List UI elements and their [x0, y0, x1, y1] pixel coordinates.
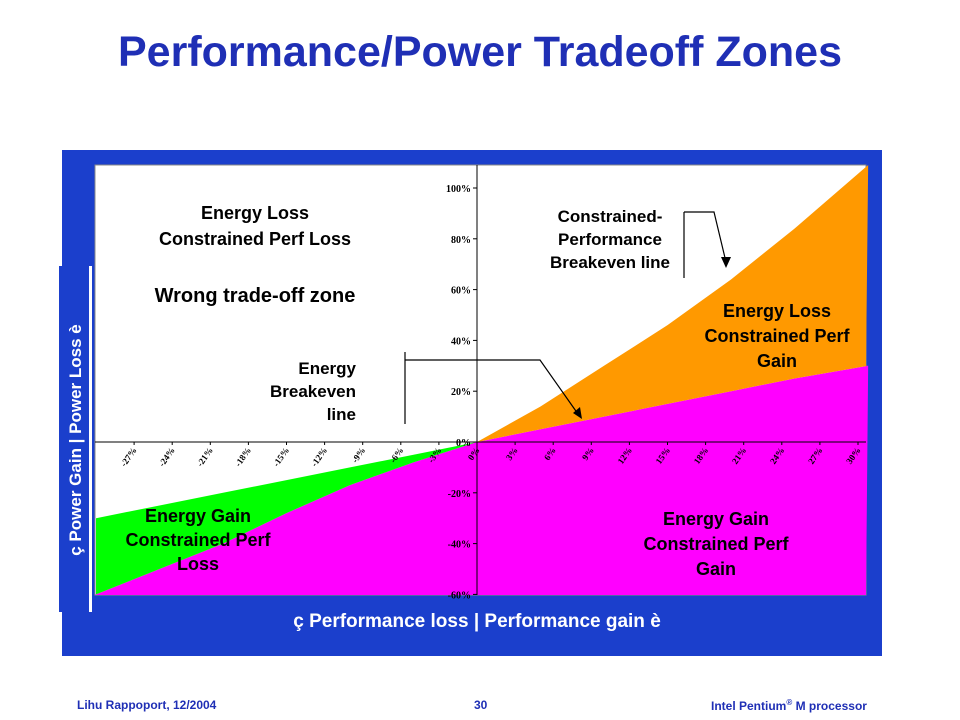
- x-axis-label: ç Performance loss | Performance gain è: [293, 611, 661, 632]
- annotations: Energy Loss Constrained Perf Loss Wrong tr…: [125, 203, 850, 579]
- ylabel-band: [59, 266, 89, 612]
- annotation-green-zone: Constrained Perf: [125, 530, 271, 550]
- annotation-energy-breakeven: line: [327, 405, 356, 424]
- footer-product: Intel Pentium® M processor: [711, 698, 867, 713]
- orange-zone: [477, 165, 869, 442]
- y-tick-label: -40%: [448, 540, 471, 551]
- page-title: Performance/Power Tradeoff Zones: [117, 28, 843, 76]
- y-tick-label: 0%: [456, 438, 471, 449]
- y-tick-label: 60%: [451, 286, 471, 297]
- annotation-top-left: Constrained Perf Loss: [159, 229, 351, 249]
- y-tick-label: 20%: [451, 387, 471, 398]
- axes: [95, 165, 866, 595]
- zone-fills: [95, 165, 869, 595]
- tick-labels: 100%80%60%40%20%0%-20%-40%-60%-27% -24% -2…: [119, 184, 863, 601]
- constrained-callout-line: [684, 211, 727, 263]
- callouts: [404, 211, 731, 424]
- page-number: 30: [474, 698, 488, 712]
- annotation-orange-zone: Constrained Perf: [704, 326, 850, 346]
- footer-product-suffix: M processor: [792, 699, 867, 713]
- annotation-energy-breakeven: Energy: [298, 359, 356, 378]
- energy-callout-line: [405, 359, 579, 415]
- annotation-orange-zone: Energy Loss: [723, 301, 831, 321]
- constrained-callout-arrow: [721, 257, 731, 268]
- energy-callout-arrow: [573, 407, 582, 419]
- annotation-green-zone: Energy Gain: [145, 506, 251, 526]
- annotation-wrong-zone: Wrong trade-off zone: [155, 285, 356, 307]
- annotation-magenta-zone: Gain: [696, 559, 736, 579]
- annotation-constrained-breakeven: Performance: [558, 230, 662, 249]
- annotation-top-left: Energy Loss: [201, 203, 309, 223]
- annotation-green-zone: Loss: [177, 554, 219, 574]
- annotation-magenta-zone: Constrained Perf: [643, 534, 789, 554]
- y-axis-label: ç Power Gain | Power Loss è: [66, 324, 85, 556]
- green-zone: [96, 442, 477, 595]
- y-tick-label: -20%: [448, 489, 471, 500]
- footer-author-date: Lihu Rappoport, 12/2004: [77, 698, 217, 712]
- y-tick-label: 100%: [446, 184, 471, 195]
- footer-product-sup: ®: [786, 698, 793, 707]
- annotation-energy-breakeven: Breakeven: [270, 382, 356, 401]
- y-tick-label: 80%: [451, 235, 471, 246]
- annotation-magenta-zone: Energy Gain: [663, 509, 769, 529]
- annotation-constrained-breakeven: Constrained-: [558, 207, 663, 226]
- magenta-zone: [95, 365, 869, 595]
- y-tick-label: 40%: [451, 336, 471, 347]
- annotation-constrained-breakeven: Breakeven line: [550, 253, 670, 272]
- footer-product-name: Intel Pentium: [711, 699, 787, 713]
- annotation-orange-zone: Gain: [757, 351, 797, 371]
- y-tick-label: -60%: [448, 590, 471, 601]
